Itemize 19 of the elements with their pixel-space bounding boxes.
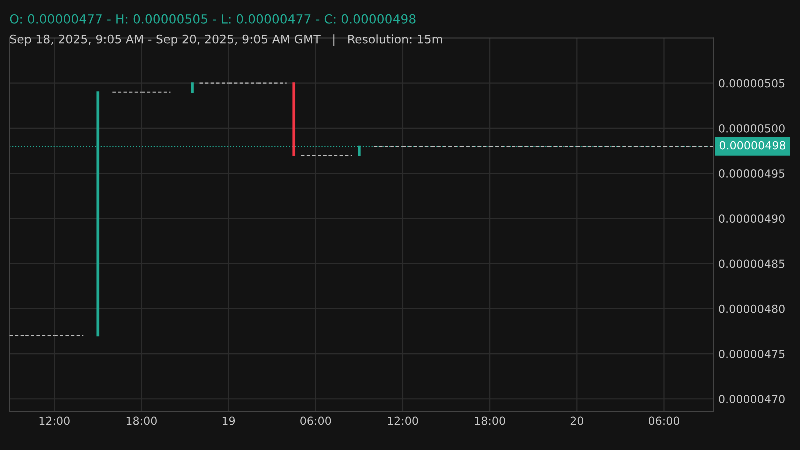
x-tick-label: 06:00 — [648, 416, 680, 426]
x-tick-label: 12:00 — [40, 416, 70, 426]
x-tick-label: 18:00 — [475, 416, 506, 426]
ref-line-label: 0.00000498 — [720, 141, 786, 150]
y-tick-label: 0.00000475 — [719, 350, 785, 358]
y-tick-label: 0.00000485 — [719, 260, 785, 268]
x-tick-label: 06:00 — [300, 416, 332, 426]
x-tick-label: 18:00 — [126, 416, 157, 426]
y-tick-label: 0.00000490 — [719, 214, 785, 224]
y-tick-label: 0.00000470 — [719, 395, 785, 404]
x-tick-label: 20 — [570, 416, 584, 426]
y-tick-label: 0.00000495 — [719, 170, 785, 178]
y-tick-label: 0.00000500 — [719, 124, 785, 133]
chart-title: O: 0.00000477 - H: 0.00000505 - L: 0.00000477 - C: 0.00000498 — [10, 14, 416, 24]
x-tick-label: 12:00 — [388, 416, 418, 426]
x-tick-label: 19 — [222, 416, 236, 426]
y-tick-label: 0.00000505 — [719, 79, 785, 88]
y-tick-label: 0.00000480 — [719, 304, 785, 314]
chart-subtitle: Sep 18, 2025, 9:05 AM - Sep 20, 2025, 9:05 AM GMT | Resolution: 15m — [10, 34, 442, 46]
